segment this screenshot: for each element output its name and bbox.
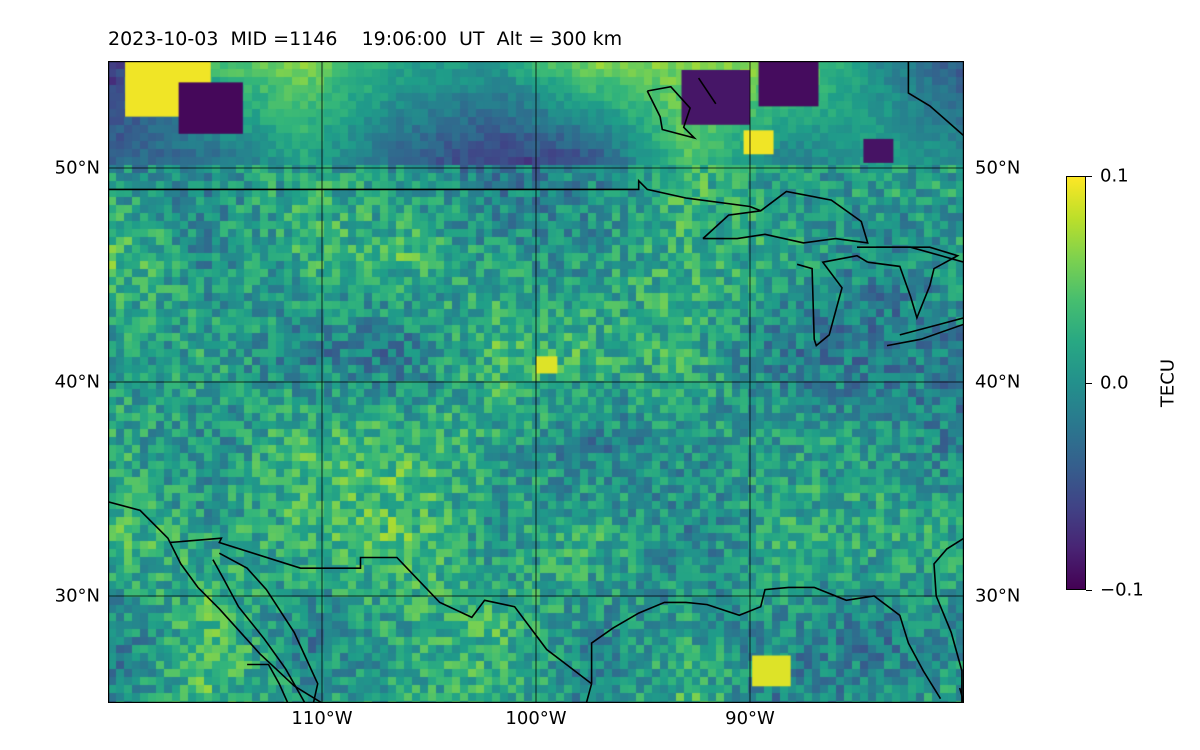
latitude-label: 40°N (975, 371, 1021, 393)
latitude-label: 30°N (54, 585, 100, 607)
coastline (585, 683, 593, 703)
coastline (899, 317, 964, 336)
colorbar-tick-label: 0.0 (1100, 372, 1129, 394)
map-title: 2023-10-03 MID =1146 19:06:00 UT Alt = 3… (108, 28, 623, 50)
coastline (867, 246, 960, 321)
colorbar (1066, 176, 1086, 590)
coastline (590, 586, 942, 700)
latitude-label: 40°N (54, 371, 100, 393)
colorbar-tick-mark (1086, 176, 1092, 177)
coastline (247, 663, 289, 703)
coastline (218, 552, 319, 703)
coastline (697, 77, 717, 105)
coastline (108, 501, 323, 703)
map-overlay (108, 61, 964, 703)
latitude-label: 50°N (975, 157, 1021, 179)
coastline (933, 537, 964, 703)
coastline (212, 559, 306, 703)
longitude-label: 100°W (505, 708, 567, 729)
latitude-label: 30°N (975, 585, 1021, 607)
map-frame-border (108, 61, 964, 703)
coastline (108, 178, 761, 212)
colorbar-gradient (1066, 176, 1086, 590)
latitude-label: 50°N (54, 157, 100, 179)
colorbar-label: TECU (1157, 358, 1179, 408)
coastline (702, 190, 869, 244)
tec-map[interactable] (108, 61, 964, 703)
colorbar-tick-label: 0.1 (1100, 165, 1129, 187)
longitude-label: 110°W (291, 708, 353, 729)
coastline (646, 85, 698, 140)
coastline (170, 537, 593, 685)
colorbar-tick-label: −0.1 (1100, 579, 1144, 601)
coastline (886, 323, 964, 347)
coastline (907, 61, 964, 137)
longitude-label: 90°W (725, 708, 775, 729)
coastline (857, 246, 964, 263)
colorbar-tick-mark (1086, 383, 1092, 384)
coastline (796, 254, 869, 347)
colorbar-tick-mark (1086, 590, 1092, 591)
